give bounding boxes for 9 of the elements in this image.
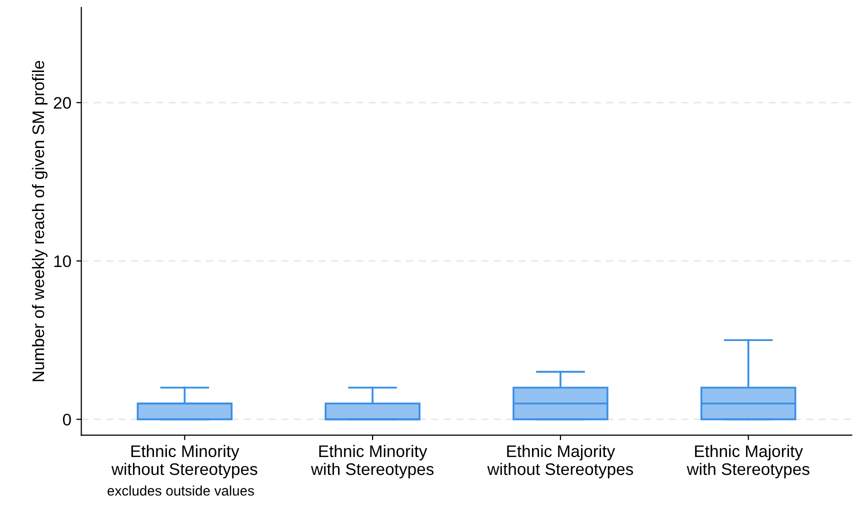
y-tick-label: 0: [62, 414, 71, 426]
y-tick-label: 20: [54, 97, 71, 109]
x-tick-label: Ethnic Minority with Stereotypes: [310, 444, 434, 478]
x-tick-label: Ethnic Majority without Stereotypes: [487, 444, 634, 478]
x-tick-label: Ethnic Minority without Stereotypes: [111, 444, 258, 478]
x-tick-label: Ethnic Majority with Stereotypes: [686, 444, 810, 478]
y-axis-title: Number of weekly reach of given SM profile: [32, 60, 48, 382]
text: excludes outside values: [108, 485, 254, 496]
y-tick-label: 10: [54, 255, 71, 268]
